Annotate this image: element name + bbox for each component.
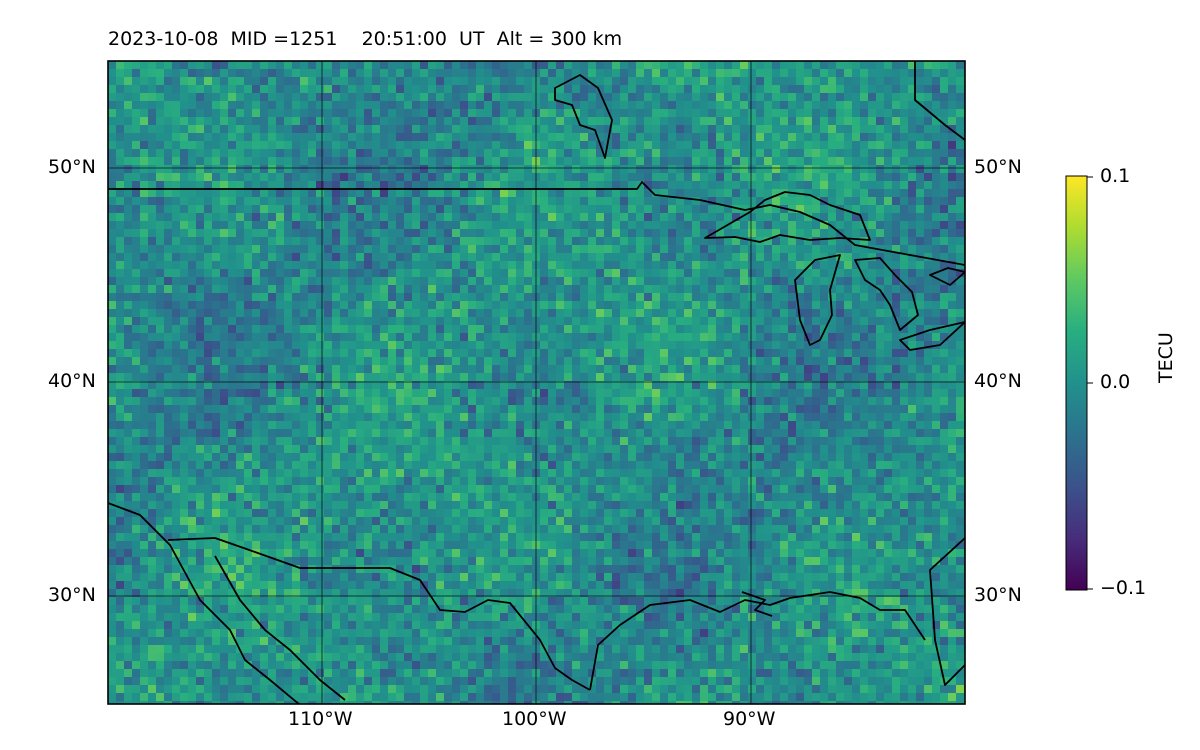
- colorbar-tick-zero: 0.0: [1100, 371, 1131, 393]
- lat-label-right-30: 30°N: [974, 584, 1022, 606]
- lat-label-right-50: 50°N: [974, 156, 1022, 178]
- labrador-coast: [914, 61, 965, 141]
- lat-label-left-40: 40°N: [48, 370, 96, 392]
- lake-ontario: [929, 267, 965, 286]
- lat-label-right-40: 40°N: [974, 370, 1022, 392]
- lat-label-left-50: 50°N: [48, 156, 96, 178]
- coastlines: [108, 61, 965, 704]
- gridlines: [108, 61, 965, 704]
- lake-superior: [704, 191, 871, 243]
- colorbar-tick-max: 0.1: [1100, 165, 1131, 187]
- lake-michigan: [794, 254, 841, 346]
- gulf-coast: [589, 591, 926, 691]
- colorbar-label: TECU: [1155, 332, 1177, 383]
- map-frame: [107, 60, 966, 705]
- lake-huron: [854, 257, 919, 331]
- lat-label-left-30: 30°N: [48, 584, 96, 606]
- hudson-bay-coast: [554, 74, 613, 159]
- colorbar: [1065, 175, 1088, 591]
- baja-coast: [108, 502, 301, 704]
- lon-label-110w: 110°W: [288, 708, 353, 730]
- lon-label-100w: 100°W: [502, 708, 567, 730]
- colorbar-tick-min: −0.1: [1100, 577, 1147, 599]
- lon-label-90w: 90°W: [723, 708, 776, 730]
- us-mexico-border: [167, 537, 591, 691]
- colorbar-ticks: [1087, 176, 1093, 590]
- map-title: 2023-10-08 MID =1251 20:51:00 UT Alt = 3…: [108, 28, 623, 50]
- florida-coast: [929, 537, 965, 686]
- lake-erie: [899, 321, 965, 351]
- us-canada-border: [108, 181, 965, 266]
- gulf-of-california: [214, 555, 346, 701]
- tec-heatmap: [108, 61, 965, 704]
